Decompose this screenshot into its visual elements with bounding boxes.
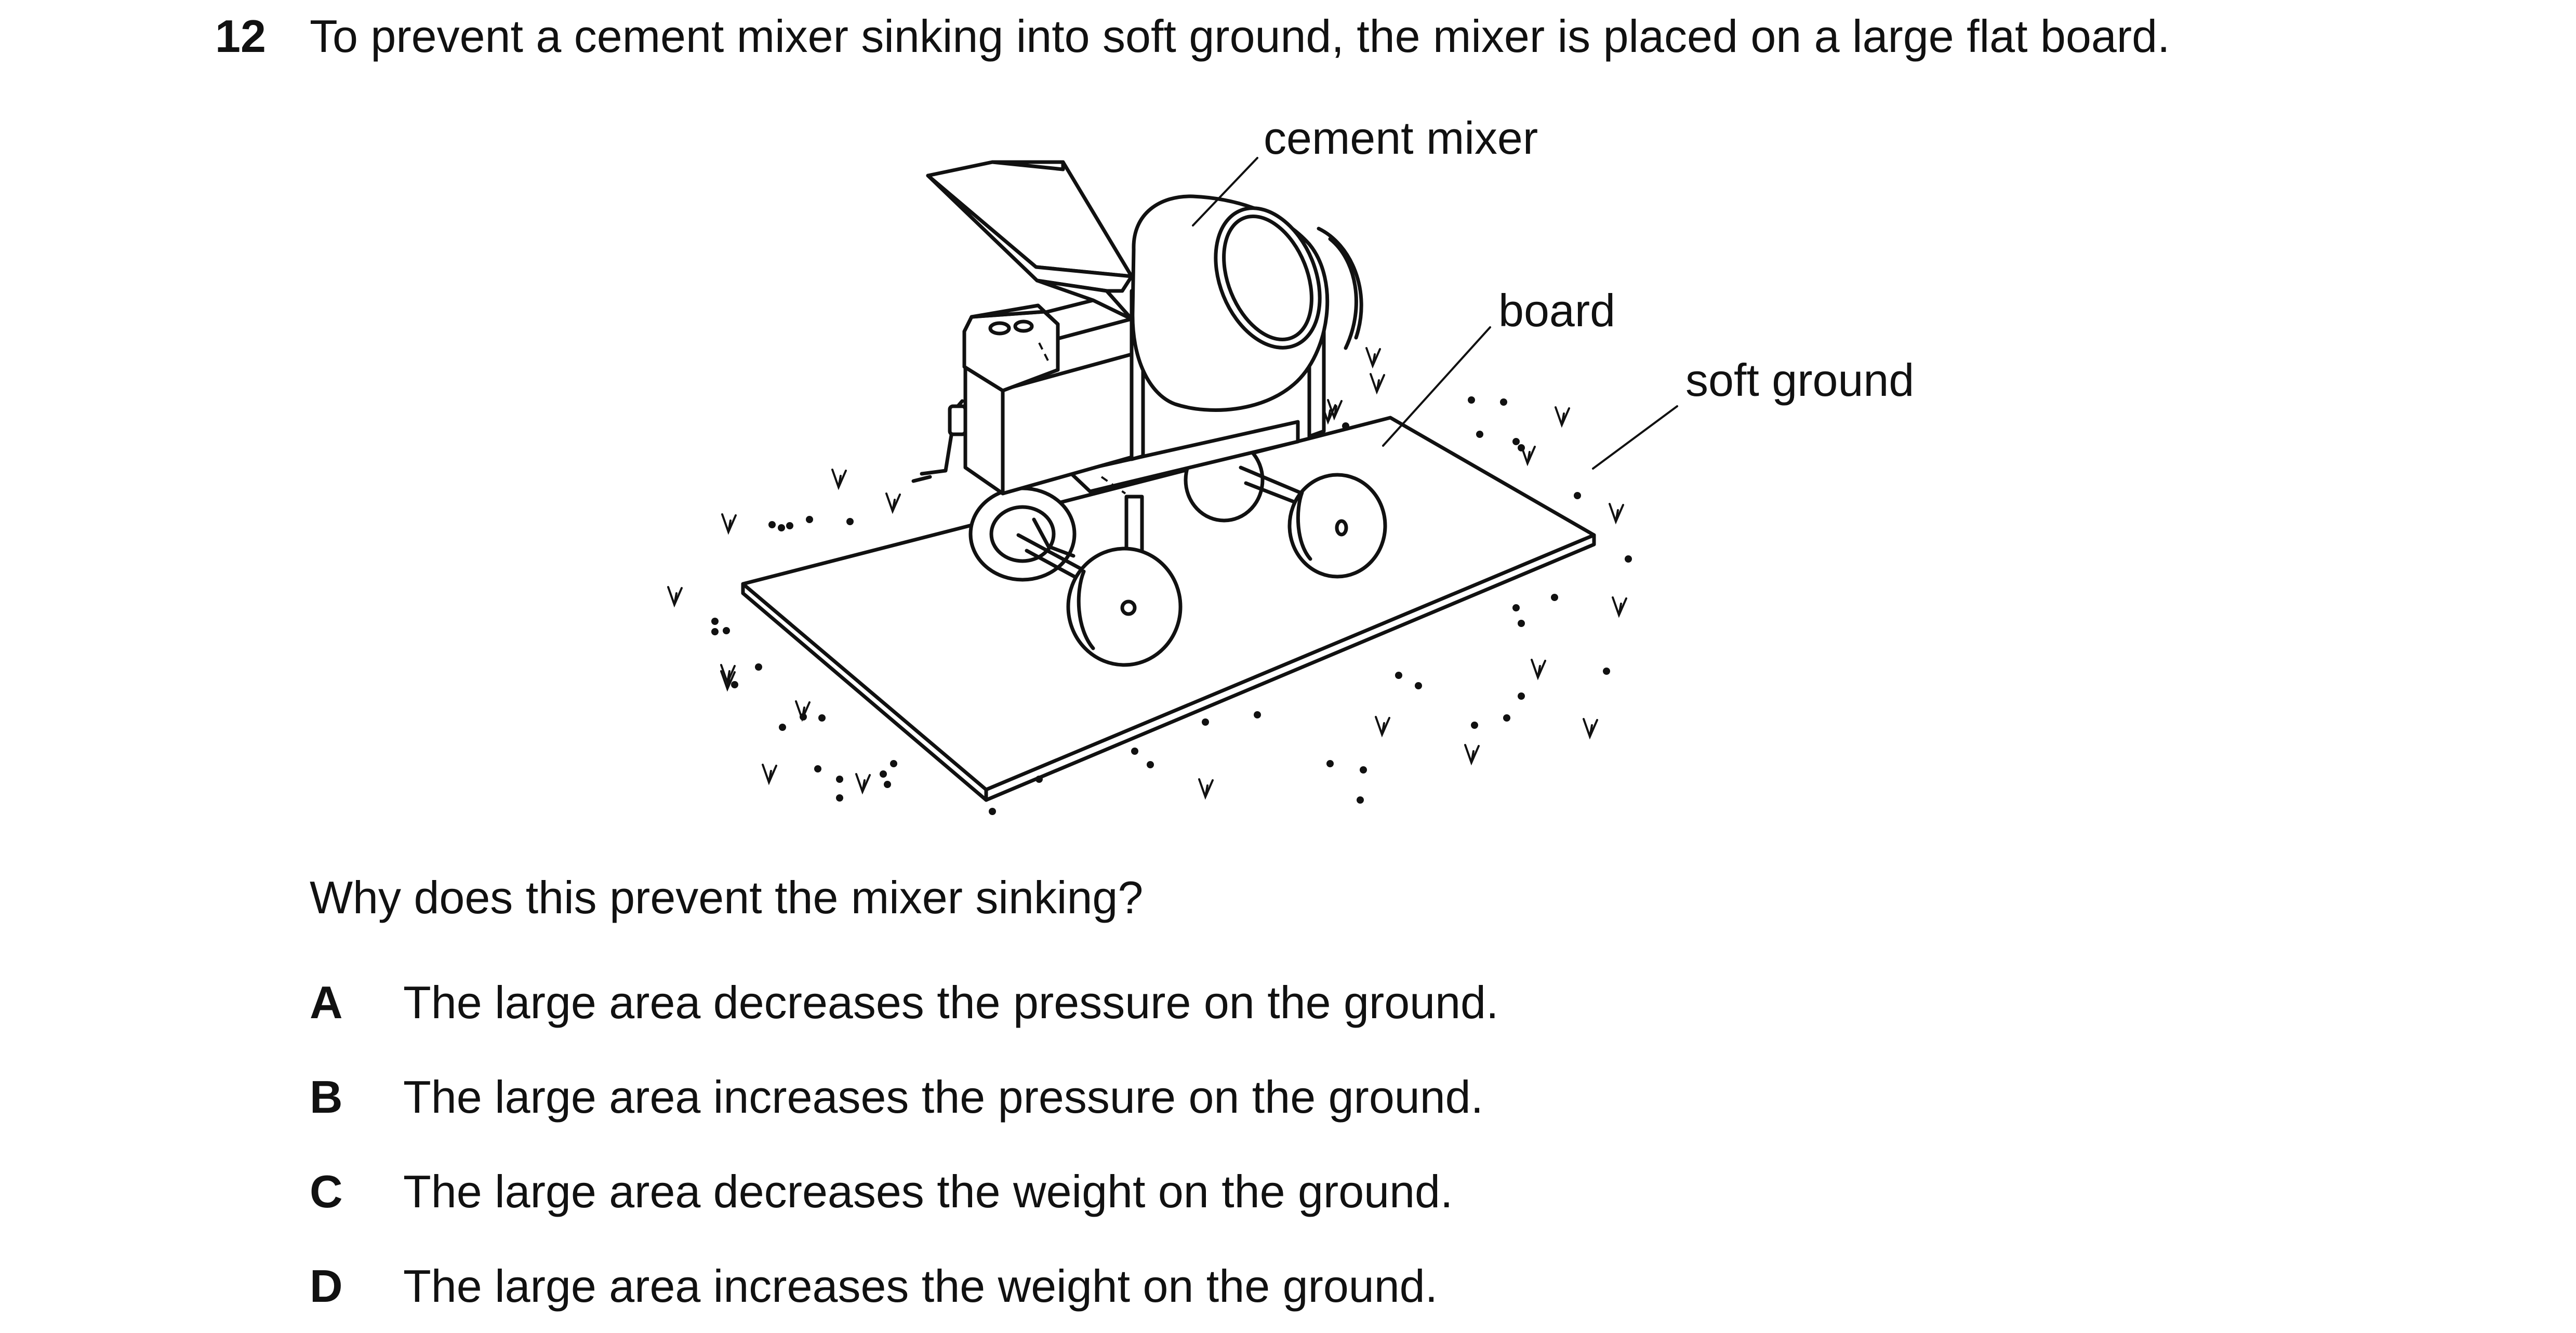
grass-tuft-icon xyxy=(1520,445,1536,466)
leader-cement-mixer xyxy=(1192,157,1258,226)
leader-soft-ground xyxy=(1592,405,1678,470)
ground-dot xyxy=(1357,796,1364,804)
grass-tuft-icon xyxy=(762,764,777,785)
ground-dot xyxy=(1512,438,1520,445)
mixer-chassis xyxy=(1016,420,1342,585)
grass-tuft-icon xyxy=(1198,778,1214,800)
option-b-letter[interactable]: B xyxy=(310,1071,343,1123)
ground-dot xyxy=(1360,766,1367,774)
ground-dot xyxy=(711,628,719,635)
mixer-engine-housing xyxy=(911,298,1134,496)
ground-dot xyxy=(1574,492,1581,499)
ground-dot xyxy=(1500,398,1507,406)
cement-mixer-figure: cement mixer board soft ground xyxy=(667,112,1914,815)
option-a-letter[interactable]: A xyxy=(310,977,343,1028)
ground-dot xyxy=(1518,620,1525,627)
grass-tuft-icon xyxy=(1365,347,1381,369)
grass-tuft-icon xyxy=(1612,596,1627,618)
option-d-letter[interactable]: D xyxy=(310,1260,343,1312)
ground-dot xyxy=(1254,711,1261,718)
ground-dot xyxy=(1518,692,1525,700)
ground-dot xyxy=(1518,444,1525,451)
rear-left-wheel xyxy=(968,486,1077,582)
grass-tuft-icon xyxy=(721,513,737,535)
grass-tuft-icon xyxy=(1375,716,1390,738)
ground-dot xyxy=(1415,682,1422,689)
grass-tuft-icon xyxy=(1327,399,1343,421)
ground-dot xyxy=(1551,594,1558,601)
ground-dot xyxy=(1395,672,1402,679)
ground-dot xyxy=(884,781,891,788)
ground-dot xyxy=(1471,722,1478,729)
ground-dot xyxy=(846,518,854,525)
ground-dot xyxy=(779,724,786,731)
ground-dot xyxy=(768,521,776,528)
ground-dot xyxy=(836,794,843,802)
option-b-text[interactable]: The large area increases the pressure on… xyxy=(403,1071,1484,1123)
question-prompt: Why does this prevent the mixer sinking? xyxy=(310,872,1144,923)
grass-tuft-icon xyxy=(720,670,736,692)
grass-tuft-icon xyxy=(1464,744,1480,766)
grass-tuft-icon xyxy=(1583,718,1598,740)
ground-dot xyxy=(1468,396,1475,404)
grass-tuft-icon xyxy=(1555,406,1570,428)
mixer-drum xyxy=(1131,194,1358,412)
ground-dot xyxy=(778,524,785,531)
ground-dot xyxy=(1503,714,1510,722)
ground-dot xyxy=(731,681,738,688)
grass-tuft-icon xyxy=(667,586,683,608)
grass-tuft-icon xyxy=(885,492,901,514)
ground-dot xyxy=(1625,555,1632,563)
ground-dot xyxy=(755,663,762,671)
label-soft-ground: soft ground xyxy=(1685,354,1914,406)
ground-dot xyxy=(800,713,807,721)
ground-dot xyxy=(1603,668,1610,675)
option-c-text[interactable]: The large area decreases the weight on t… xyxy=(403,1166,1453,1217)
label-board: board xyxy=(1498,285,1615,336)
ground-dot xyxy=(711,618,719,625)
ground-dot xyxy=(1131,748,1138,755)
question-stem: To prevent a cement mixer sinking into s… xyxy=(310,10,2170,62)
ground-dot xyxy=(1202,718,1209,726)
grass-tuft-icon xyxy=(855,773,871,795)
grass-tuft-icon xyxy=(1531,659,1546,681)
ground-dot xyxy=(1326,760,1334,767)
grass-tuft-icon xyxy=(720,664,736,686)
grass-tuft-icon xyxy=(1370,373,1385,395)
ground-dot xyxy=(989,808,996,815)
mixer-hopper xyxy=(926,160,1134,321)
ground-dot xyxy=(1512,604,1520,611)
ground-dot xyxy=(890,760,897,767)
ground-dot xyxy=(723,627,730,634)
leader-board xyxy=(1382,326,1491,447)
ground-dot xyxy=(806,516,813,523)
option-d-text[interactable]: The large area increases the weight on t… xyxy=(403,1260,1438,1312)
ground-dot xyxy=(814,765,821,772)
ground-dot xyxy=(880,770,887,778)
ground-dot xyxy=(786,522,793,529)
front-right-wheel xyxy=(1287,473,1387,579)
label-cement-mixer: cement mixer xyxy=(1264,112,1538,164)
ground-dot xyxy=(836,776,843,783)
front-left-wheel xyxy=(1066,546,1183,667)
question-number: 12 xyxy=(215,10,266,62)
ground-dot xyxy=(818,714,826,722)
option-c-letter[interactable]: C xyxy=(310,1166,343,1217)
grass-tuft-icon xyxy=(831,469,847,490)
option-a-text[interactable]: The large area decreases the pressure on… xyxy=(403,977,1499,1028)
ground-dot xyxy=(1147,761,1154,768)
grass-tuft-icon xyxy=(1609,503,1624,525)
ground-dot xyxy=(1476,431,1483,438)
